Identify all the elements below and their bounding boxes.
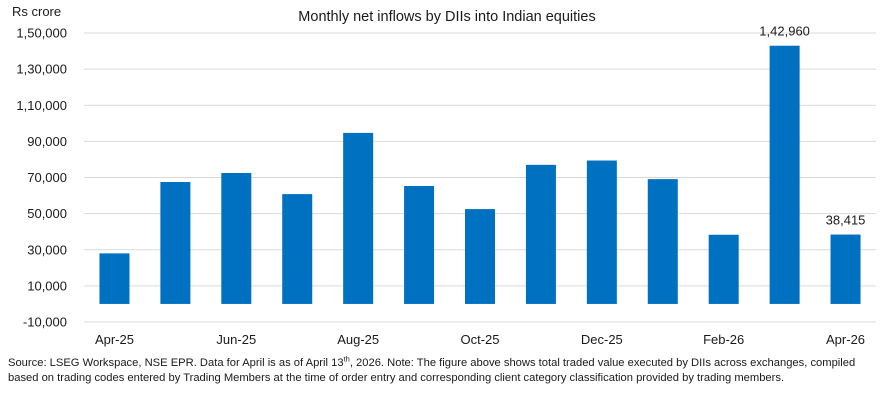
y-tick-label: 30,000: [27, 242, 67, 257]
data-label: 38,415: [826, 213, 866, 228]
bar-oct-25: [465, 209, 495, 304]
data-labels: 1,42,960 38,415: [759, 24, 865, 228]
bar-chart: Monthly net inflows by DIIs into Indian …: [12, 4, 876, 347]
x-tick-label: Jun-25: [216, 332, 256, 347]
bar-dec-25: [586, 160, 617, 304]
y-tick-label: 90,000: [27, 134, 67, 149]
bar-apr-26: [830, 234, 861, 304]
y-tick-label: 10,000: [27, 278, 67, 293]
y-tick-label: 70,000: [27, 170, 67, 185]
y-tick-label: 1,10,000: [16, 98, 67, 113]
bar-mar-26: [769, 45, 800, 304]
bar-feb-26: [708, 234, 739, 304]
bar-sep-25: [404, 185, 435, 304]
x-tick-label: Apr-26: [826, 332, 865, 347]
bar-jun-25: [221, 172, 252, 304]
y-axis-tick-labels: -10,000 10,000 30,000 50,000 70,000 90,000 1,1…: [16, 26, 67, 330]
chart-title: Monthly net inflows by DIIs into Indian …: [298, 9, 595, 25]
bar-jan-26: [647, 179, 678, 304]
x-axis-tick-labels: Apr-25 Jun-25 Aug-25 Oct-25 Dec-25 Feb-26 Apr-…: [95, 332, 865, 347]
y-tick-label: 1,50,000: [16, 26, 67, 41]
bar-nov-25: [525, 164, 556, 304]
y-axis-unit-label: Rs crore: [12, 4, 61, 19]
x-tick-label: Aug-25: [337, 332, 379, 347]
bars: [99, 45, 861, 304]
bar-jul-25: [282, 194, 313, 304]
bar-apr-25: [99, 253, 130, 304]
source-note: Source: LSEG Workspace, NSE EPR. Data fo…: [8, 354, 884, 386]
gridlines: [84, 32, 876, 323]
y-tick-label: 1,30,000: [16, 62, 67, 77]
x-tick-label: Dec-25: [581, 332, 623, 347]
source-note-text-continued: , 2026. Note: The figure above shows tot…: [8, 357, 856, 384]
source-note-superscript: th: [343, 354, 350, 364]
x-tick-label: Oct-25: [460, 332, 499, 347]
bar-aug-25: [343, 132, 374, 304]
data-label: 1,42,960: [759, 24, 810, 39]
x-tick-label: Feb-26: [703, 332, 744, 347]
bar-may-25: [160, 182, 191, 304]
source-note-text: Source: LSEG Workspace, NSE EPR. Data fo…: [8, 357, 344, 369]
x-tick-label: Apr-25: [95, 332, 134, 347]
y-tick-label: -10,000: [23, 315, 67, 330]
y-tick-label: 50,000: [27, 206, 67, 221]
